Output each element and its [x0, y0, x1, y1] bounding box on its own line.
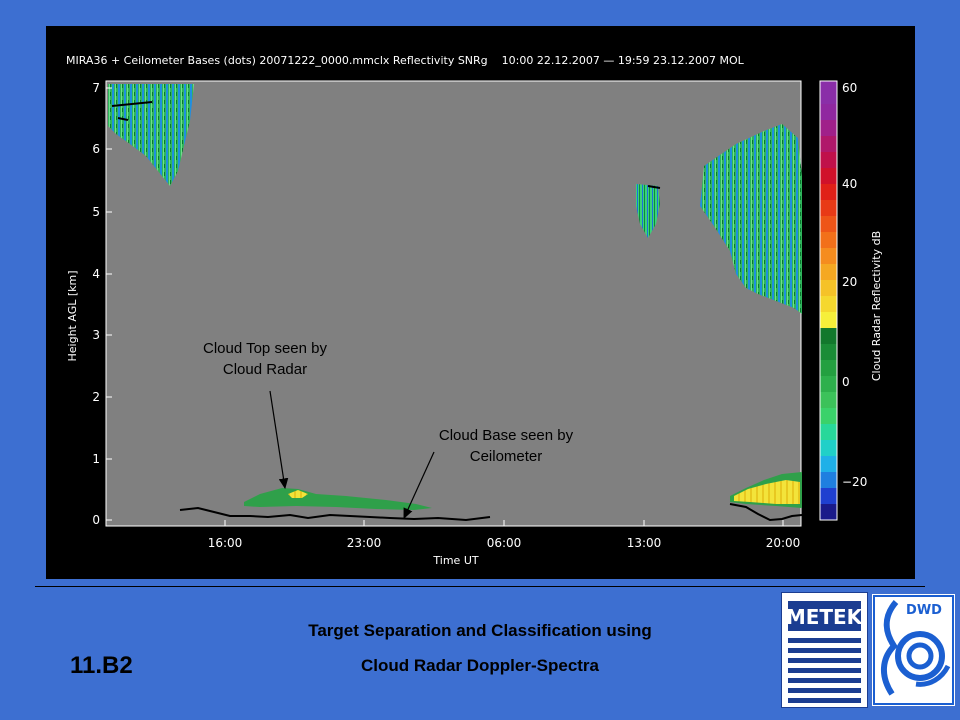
ceilometer-bases [111, 101, 803, 522]
y-axis [106, 87, 112, 521]
colorbar-tick: 20 [842, 275, 857, 289]
annotation-cloud-top: Cloud Top seen by Cloud Radar [175, 338, 355, 380]
echo-mid-right-small [636, 184, 660, 238]
colorbar-tick: 40 [842, 177, 857, 191]
colorbar-tick: 60 [842, 81, 857, 95]
echo-upper-left [108, 84, 194, 186]
y-tick-label: 4 [92, 267, 100, 281]
colorbar [819, 80, 838, 521]
y-axis-label: Height AGL [km] [66, 270, 79, 361]
metek-logo: METEK [781, 592, 868, 708]
footer-title-line2: Cloud Radar Doppler-Spectra [360, 656, 600, 675]
annotation-cloud-top-line1: Cloud Top seen by [203, 340, 327, 357]
colorbar-tick: 0 [842, 375, 850, 389]
y-tick-label: 3 [92, 328, 100, 342]
annotation-cloud-base-line2: Ceilometer [469, 448, 543, 465]
x-axis [224, 520, 784, 526]
annotation-cloud-top-line2: Cloud Radar [222, 361, 308, 378]
y-tick-label: 6 [92, 142, 100, 156]
echo-lower-left-core [288, 490, 308, 498]
plot-title: MIRA36 + Ceilometer Bases (dots) 2007122… [66, 54, 745, 67]
x-tick-label: 13:00 [627, 536, 662, 550]
ceilometer-line-left [179, 506, 491, 522]
x-tick-label: 06:00 [487, 536, 522, 550]
y-tick-label: 7 [92, 81, 100, 95]
y-tick-label: 1 [92, 452, 100, 466]
metek-logo-text: METEK [786, 605, 864, 629]
x-tick-label: 20:00 [766, 536, 801, 550]
y-tick-label: 5 [92, 205, 100, 219]
echo-lower-right-yellow [734, 480, 800, 504]
slide-number: 11.B2 [70, 652, 133, 679]
dwd-logo-text: DWD [906, 603, 942, 618]
dwd-logo-graphic: DWD [873, 595, 954, 705]
echo-upper-right [700, 124, 802, 314]
x-axis-label: Time UT [432, 554, 478, 567]
radar-echoes [108, 84, 802, 510]
annotation-cloud-base-line1: Cloud Base seen by [438, 427, 574, 444]
plot-area [105, 80, 802, 527]
y-tick-label: 0 [92, 513, 100, 527]
radar-chart: MIRA36 + Ceilometer Bases (dots) 2007122… [66, 54, 883, 567]
x-tick-label: 16:00 [208, 536, 243, 550]
colorbar-label: Cloud Radar Reflectivity dB [870, 231, 883, 381]
annotation-cloud-base: Cloud Base seen by Ceilometer [416, 425, 596, 467]
footer-divider [35, 586, 925, 587]
dwd-logo: DWD [872, 594, 955, 706]
footer-title-line1: Target Separation and Classification usi… [308, 621, 652, 640]
x-tick-label: 23:00 [347, 536, 382, 550]
y-tick-label: 2 [92, 390, 100, 404]
radar-plot-panel: MIRA36 + Ceilometer Bases (dots) 2007122… [46, 26, 915, 579]
ceilometer-line-right [729, 503, 803, 522]
ceilometer-points-top [111, 101, 661, 189]
metek-logo-graphic: METEK [786, 601, 864, 703]
colorbar-tick: −20 [842, 475, 867, 489]
